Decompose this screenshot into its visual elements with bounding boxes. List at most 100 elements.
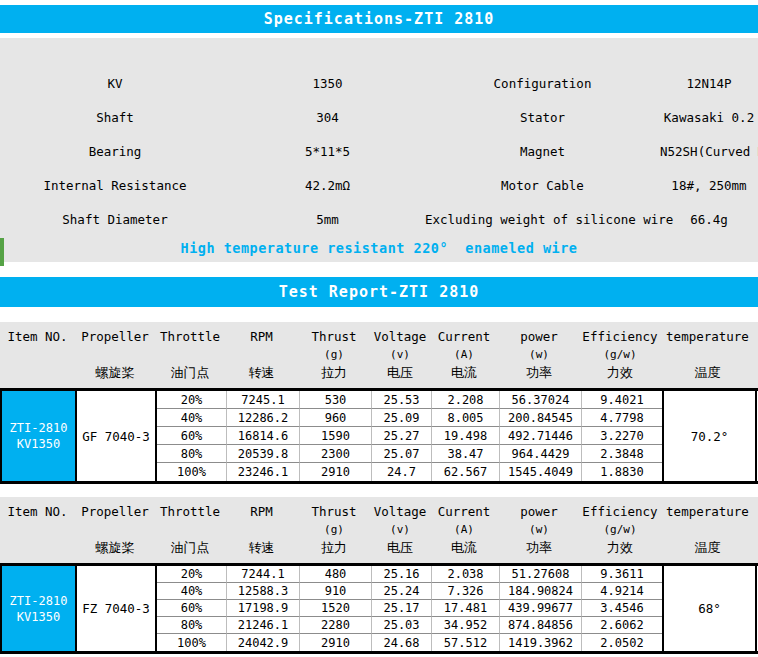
spec-label-left: KV [0,67,230,101]
spec-label-right: Motor Cable [425,169,660,203]
current-cell: 17.481 [432,600,500,617]
column-header-cn [0,538,75,559]
throttle-cell: 100% [157,634,227,651]
column-header-efficiency: Efficiency(g/w)力效 [580,322,660,388]
column-header-cn [0,363,75,384]
current-cell: 2.208 [432,391,500,409]
thrust-cell: 480 [300,566,372,583]
column-header-thrust: Thrust(g)拉力 [298,322,370,388]
current-cell: 62.567 [432,463,500,481]
column-header-temperature: temperature 温度 [660,322,755,388]
spec-value-left: 5mm [230,203,425,237]
column-header-cn: 转速 [225,363,298,384]
column-header-current: Current(A)电流 [430,322,498,388]
spec-value-right: Kawasaki 0.2 [660,101,758,135]
spec-value-left: 42.2mΩ [230,169,425,203]
column-header-rpm: RPM 转速 [225,322,298,388]
spec-label-right: Stator [425,101,660,135]
rpm-cell: 17198.9 [227,600,300,617]
power-cell: 51.27608 [500,566,582,583]
item-no-line1: ZTI-2810 [10,593,68,609]
temperature-cell: 70.2° [662,391,757,481]
current-cell: 38.47 [432,445,500,463]
throttle-cell: 100% [157,463,227,481]
column-header-cn: 温度 [660,538,755,559]
column-header-en: Throttle [155,322,225,348]
current-cell: 7.326 [432,583,500,600]
efficiency-cell: 4.7798 [582,409,662,427]
item-no-cell: ZTI-2810KV1350 [2,566,77,651]
spec-value-right: 66.4g [660,203,758,237]
column-header-en: Voltage [370,497,430,523]
voltage-cell: 25.03 [372,617,432,634]
efficiency-cell: 2.3848 [582,445,662,463]
throttle-cell: 60% [157,427,227,445]
throttle-cell: 40% [157,409,227,427]
voltage-cell: 24.68 [372,634,432,651]
column-header-unit: (g/w) [580,523,660,538]
column-header-cn: 拉力 [298,538,370,559]
column-header-en: Item NO. [0,497,75,523]
column-header-en: RPM [225,497,298,523]
spec-label-right: Excluding weight of silicone wire [425,203,660,237]
test-report-title-bar: Test Report-ZTI 2810 [0,277,758,307]
column-header-en: Throttle [155,497,225,523]
rpm-cell: 23246.1 [227,463,300,481]
column-header-unit: (w) [498,523,580,538]
voltage-cell: 24.7 [372,463,432,481]
spec-value-left: 304 [230,101,425,135]
spec-value-right: N52SH(Curved Magnet) [660,135,758,169]
green-edge-tab [0,238,4,266]
test-table-header: Item NO.Propeller螺旋桨Throttle油门点RPM转速Thru… [0,322,758,391]
thrust-cell: 2910 [300,463,372,481]
spec-row: Shaft304StatorKawasaki 0.2 [0,101,758,135]
spec-label-left: Shaft Diameter [0,203,230,237]
spec-label-right: Magnet [425,135,660,169]
column-header-propeller: Propeller螺旋桨 [75,322,155,388]
column-header-unit: (w) [498,348,580,363]
column-header-en: Efficiency [580,497,660,523]
section-gap [0,262,758,277]
column-header-en: power [498,497,580,523]
spec-row: Internal Resistance42.2mΩMotor Cable18#,… [0,169,758,203]
voltage-cell: 25.53 [372,391,432,409]
column-header-unit: (g/w) [580,348,660,363]
spec-label-left: Shaft [0,101,230,135]
column-header-unit: (g) [298,523,370,538]
test-data-block: ZTI-2810KV1350FZ 7040-320%7244.148025.16… [0,566,758,654]
voltage-cell: 25.09 [372,409,432,427]
column-header-throttle: Throttle油门点 [155,497,225,563]
column-header-thrust: Thrust(g)拉力 [298,497,370,563]
propeller-cell: GF 7040-3 [77,391,157,481]
thrust-cell: 910 [300,583,372,600]
column-header-cn: 电流 [430,363,498,384]
column-header-throttle: Throttle油门点 [155,322,225,388]
column-header-unit [155,523,225,538]
column-header-cn: 力效 [580,363,660,384]
propeller-cell: FZ 7040-3 [77,566,157,651]
voltage-cell: 25.07 [372,445,432,463]
thrust-cell: 2300 [300,445,372,463]
item-no-line2: KV1350 [17,609,60,625]
column-header-en: Propeller [75,497,155,523]
column-header-current: Current(A)电流 [430,497,498,563]
column-header-cn: 螺旋桨 [75,363,155,384]
column-header-unit [0,523,75,538]
throttle-cell: 80% [157,445,227,463]
specifications-title-bar: Specifications-ZTI 2810 [0,5,758,33]
efficiency-cell: 9.4021 [582,391,662,409]
column-header-cn: 拉力 [298,363,370,384]
current-cell: 19.498 [432,427,500,445]
column-header-cn: 温度 [660,363,755,384]
efficiency-cell: 4.9214 [582,583,662,600]
column-header-unit [0,348,75,363]
column-header-temperature: temperature温度 [660,497,755,563]
voltage-cell: 25.27 [372,427,432,445]
column-header-en: temperature [660,322,755,348]
power-cell: 1419.3962 [500,634,582,651]
column-header-unit: (A) [430,523,498,538]
rpm-cell: 7245.1 [227,391,300,409]
section-gap-2 [0,307,758,322]
column-header-en: RPM [225,322,298,348]
spec-row: Shaft Diameter5mmExcluding weight of sil… [0,203,758,237]
